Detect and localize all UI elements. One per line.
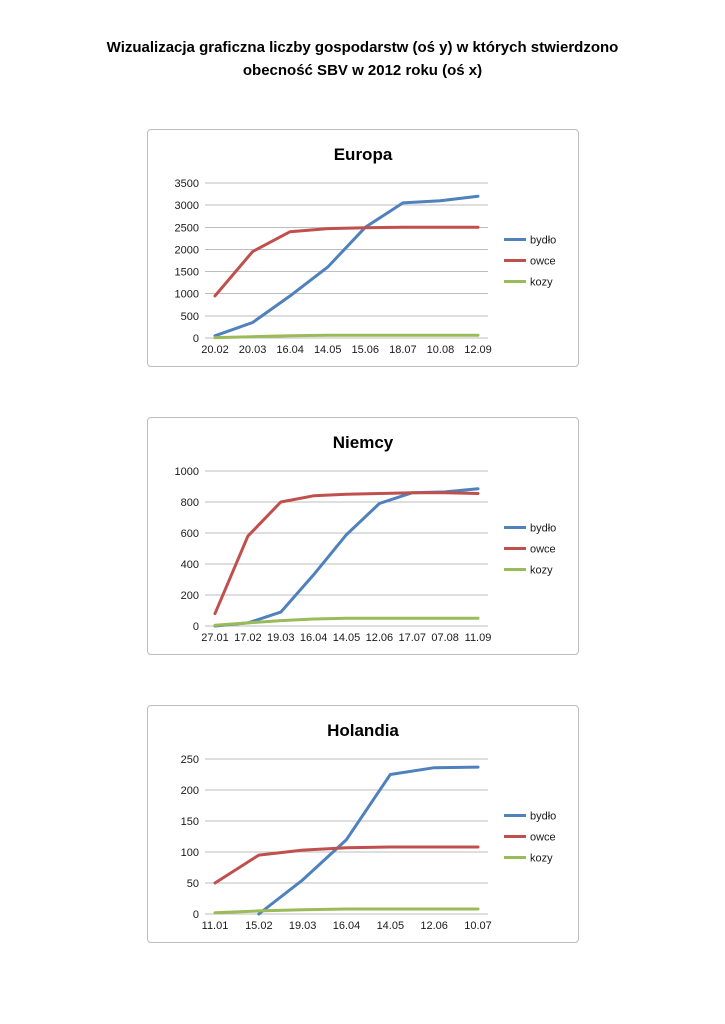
x-axis-tick-label: 16.04: [276, 344, 304, 356]
y-axis-tick-label: 800: [180, 497, 198, 509]
x-axis-tick-label: 11.09: [464, 632, 491, 644]
x-axis-tick-label: 07.08: [431, 632, 459, 644]
chart-title: Niemcy: [332, 433, 393, 452]
y-axis-tick-label: 400: [180, 559, 198, 571]
line-chart: Europa 0 500 1000 1500 2000 2500 3000 3500 20.02 2…: [174, 145, 556, 356]
x-axis-tick-label: 19.03: [288, 920, 316, 932]
page-title-line-1: Wizualizacja graficzna liczby gospodarst…: [106, 39, 619, 56]
x-axis-tick-label: 12.06: [365, 632, 393, 644]
x-axis-tick-label: 14.05: [313, 344, 341, 356]
chart-europa: Europa 0 500 1000 1500 2000 2500 3000 3500 20.02 2…: [146, 128, 579, 367]
chart-holandia: Holandia 0 50 100 150 200 250 11.01 15.02 19.03 16…: [146, 704, 579, 943]
y-axis-tick-label: 3500: [174, 178, 198, 190]
y-axis-tick-label: 0: [192, 333, 198, 345]
y-axis-tick-label: 1000: [174, 288, 198, 300]
y-axis-tick-label: 1500: [174, 266, 198, 278]
series-line-owce: [213, 490, 479, 615]
y-axis-tick-label: 50: [186, 878, 198, 890]
chart-title: Holandia: [327, 721, 399, 740]
x-axis-tick-label: 12.06: [420, 920, 448, 932]
x-axis-tick-label: 10.07: [464, 920, 492, 932]
x-axis-tick-label: 17.02: [234, 632, 262, 644]
series-line-owce: [213, 225, 479, 297]
x-axis-tick-label: 17.07: [398, 632, 426, 644]
x-axis-tick-label: 14.05: [376, 920, 404, 932]
page-title-line-2: obecność SBV w 2012 roku (oś x): [242, 62, 483, 80]
x-axis-tick-label: 14.05: [332, 632, 360, 644]
series-line-bydło: [213, 194, 479, 337]
line-chart: Niemcy 0 200 400 600 800 1000 27.01 17.02 19.03 16…: [174, 433, 556, 644]
legend-label-kozy: kozy: [530, 276, 553, 288]
y-axis-tick-label: 250: [180, 754, 198, 766]
series-line-bydło: [256, 765, 479, 915]
x-axis-tick-label: 16.04: [332, 920, 360, 932]
y-axis-tick-label: 0: [192, 621, 198, 633]
x-axis-tick-label: 19.03: [266, 632, 294, 644]
x-axis-tick-label: 20.03: [238, 344, 266, 356]
series-line-kozy: [213, 616, 479, 627]
x-axis-tick-label: 11.01: [201, 920, 228, 932]
chart-niemcy: Niemcy 0 200 400 600 800 1000 27.01 17.02 19.03 16…: [146, 416, 579, 655]
series-line-owce: [213, 845, 479, 884]
y-axis-tick-label: 0: [192, 909, 198, 921]
y-axis-tick-label: 150: [180, 816, 198, 828]
y-axis-tick-label: 2000: [174, 244, 198, 256]
y-axis-tick-label: 3000: [174, 200, 198, 212]
x-axis-tick-label: 20.02: [201, 344, 229, 356]
y-axis-tick-label: 600: [180, 528, 198, 540]
y-axis-tick-label: 200: [180, 785, 198, 797]
x-axis-tick-label: 15.06: [351, 344, 379, 356]
legend-label-bydło: bydło: [530, 522, 556, 534]
x-axis-tick-label: 12.09: [464, 344, 492, 356]
x-axis-tick-label: 16.04: [299, 632, 327, 644]
series-line-bydło: [213, 486, 479, 627]
y-axis-tick-label: 200: [180, 590, 198, 602]
legend-label-kozy: kozy: [530, 852, 553, 864]
legend-label-owce: owce: [530, 543, 556, 555]
series-line-kozy: [213, 333, 479, 339]
legend-label-owce: owce: [530, 255, 556, 267]
y-axis-tick-label: 500: [180, 310, 198, 322]
y-axis-tick-label: 2500: [174, 222, 198, 234]
page-title: Wizualizacja graficzna liczby gospodarst…: [60, 36, 665, 83]
x-axis-tick-label: 27.01: [201, 632, 229, 644]
line-chart: Holandia 0 50 100 150 200 250 11.01 15.02 19.03 16…: [180, 721, 556, 932]
chart-title: Europa: [333, 145, 392, 164]
legend-label-bydło: bydło: [530, 234, 556, 246]
legend-label-owce: owce: [530, 831, 556, 843]
x-axis-tick-label: 10.08: [426, 344, 454, 356]
series-line-kozy: [213, 907, 479, 914]
x-axis-tick-label: 15.02: [245, 920, 273, 932]
y-axis-tick-label: 1000: [174, 466, 198, 478]
x-axis-tick-label: 18.07: [389, 344, 417, 356]
legend-label-bydło: bydło: [530, 810, 556, 822]
y-axis-tick-label: 100: [180, 847, 198, 859]
legend-label-kozy: kozy: [530, 564, 553, 576]
